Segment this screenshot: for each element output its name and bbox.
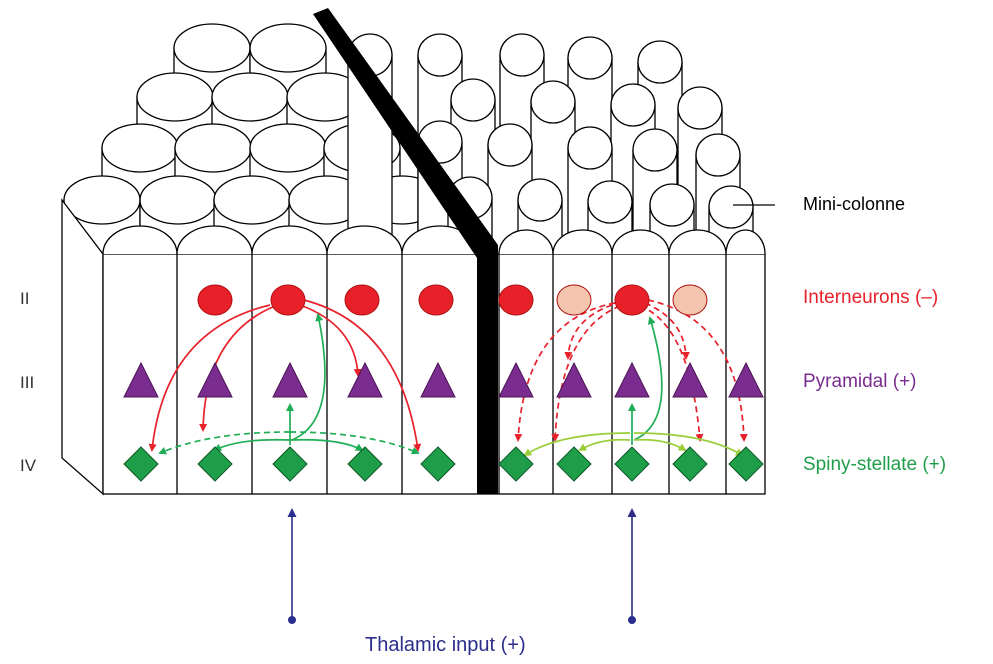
lateral-arrow xyxy=(633,438,687,452)
column-arch xyxy=(498,229,554,255)
thalamic-input-label: Thalamic input (+) xyxy=(365,634,526,656)
inhibitory-arrow xyxy=(299,304,362,377)
pyramidal-triangle xyxy=(123,361,159,398)
interneuron-circle xyxy=(556,284,592,316)
interneuron-circle xyxy=(614,284,650,316)
spiny-stellate-diamond xyxy=(420,446,456,482)
pyramidal-triangle xyxy=(728,361,764,398)
thalamic-source-dot xyxy=(288,616,296,624)
pyramidal-triangle xyxy=(498,361,534,398)
pyramidal-triangle xyxy=(614,361,650,398)
lateral-arrow xyxy=(633,432,744,457)
mini-colonne-label: Mini-colonne xyxy=(803,194,906,214)
spiny-stellate-diamond xyxy=(498,446,534,482)
barrier-bar xyxy=(313,8,498,494)
lateral-arrow xyxy=(523,432,631,457)
excitatory-arrow xyxy=(291,313,326,441)
pyramidal-legend: Pyramidal (+) xyxy=(803,371,917,392)
spiny-stellate-diamond xyxy=(728,446,764,482)
pyramidal-triangle xyxy=(347,361,383,398)
spiny-stellate-diamond xyxy=(556,446,592,482)
neuron-cells xyxy=(123,284,764,482)
spiny-stellate-diamond xyxy=(614,446,650,482)
pyramidal-triangle xyxy=(272,361,308,398)
thalamic-source-dot xyxy=(628,616,636,624)
interneuron-circle xyxy=(270,284,306,316)
inhibitory-arrow xyxy=(551,305,621,442)
column-arch xyxy=(102,225,178,255)
thalamic-inputs xyxy=(287,508,637,624)
inhibitory-arrow xyxy=(199,305,276,432)
column-arch xyxy=(251,225,328,255)
column-arch xyxy=(611,229,670,255)
pyramidal-triangle xyxy=(672,361,708,398)
inhibitory-arrow xyxy=(514,302,616,442)
lateral-arrow xyxy=(289,431,420,455)
lateral-arrow xyxy=(213,438,291,452)
interneuron-circle xyxy=(197,284,233,316)
interneuron-circle xyxy=(418,284,454,316)
spiny-stellate-diamond xyxy=(197,446,233,482)
spiny-stellate-diamond xyxy=(272,446,308,482)
interneuron-circle xyxy=(344,284,380,316)
inhibitory-arrow xyxy=(639,305,704,442)
column-arch xyxy=(176,225,253,255)
spiny-stellate-legend: Spiny-stellate (+) xyxy=(803,454,947,475)
pyramidal-triangle xyxy=(556,361,592,398)
layer-iv-label: IV xyxy=(20,456,37,475)
inhibitory-arrow xyxy=(303,299,422,452)
layer-iii-label: III xyxy=(20,373,35,392)
interneuron-circle xyxy=(672,284,708,316)
lateral-arrow xyxy=(578,438,631,452)
spiny-stellate-diamond xyxy=(672,446,708,482)
column-arch xyxy=(668,229,727,255)
excitatory-arrow xyxy=(633,316,663,441)
spiny-stellate-diamond xyxy=(347,446,383,482)
inhibitory-arrow xyxy=(647,299,748,442)
inhibitory-arrow xyxy=(148,304,271,452)
layer-ii-label: II xyxy=(20,289,30,308)
pyramidal-triangle xyxy=(197,361,233,398)
pyramidal-triangle xyxy=(420,361,456,398)
interneurons-legend: Interneurons (–) xyxy=(803,287,939,308)
connection-arrows xyxy=(148,299,748,457)
lateral-arrow xyxy=(289,438,364,451)
black-barrier xyxy=(313,8,498,494)
lateral-arrow xyxy=(158,431,291,455)
spiny-stellate-diamond xyxy=(123,446,159,482)
column-arch xyxy=(326,225,403,255)
column-arch xyxy=(552,229,613,255)
column-arch xyxy=(725,229,766,255)
interneuron-circle xyxy=(498,284,534,316)
